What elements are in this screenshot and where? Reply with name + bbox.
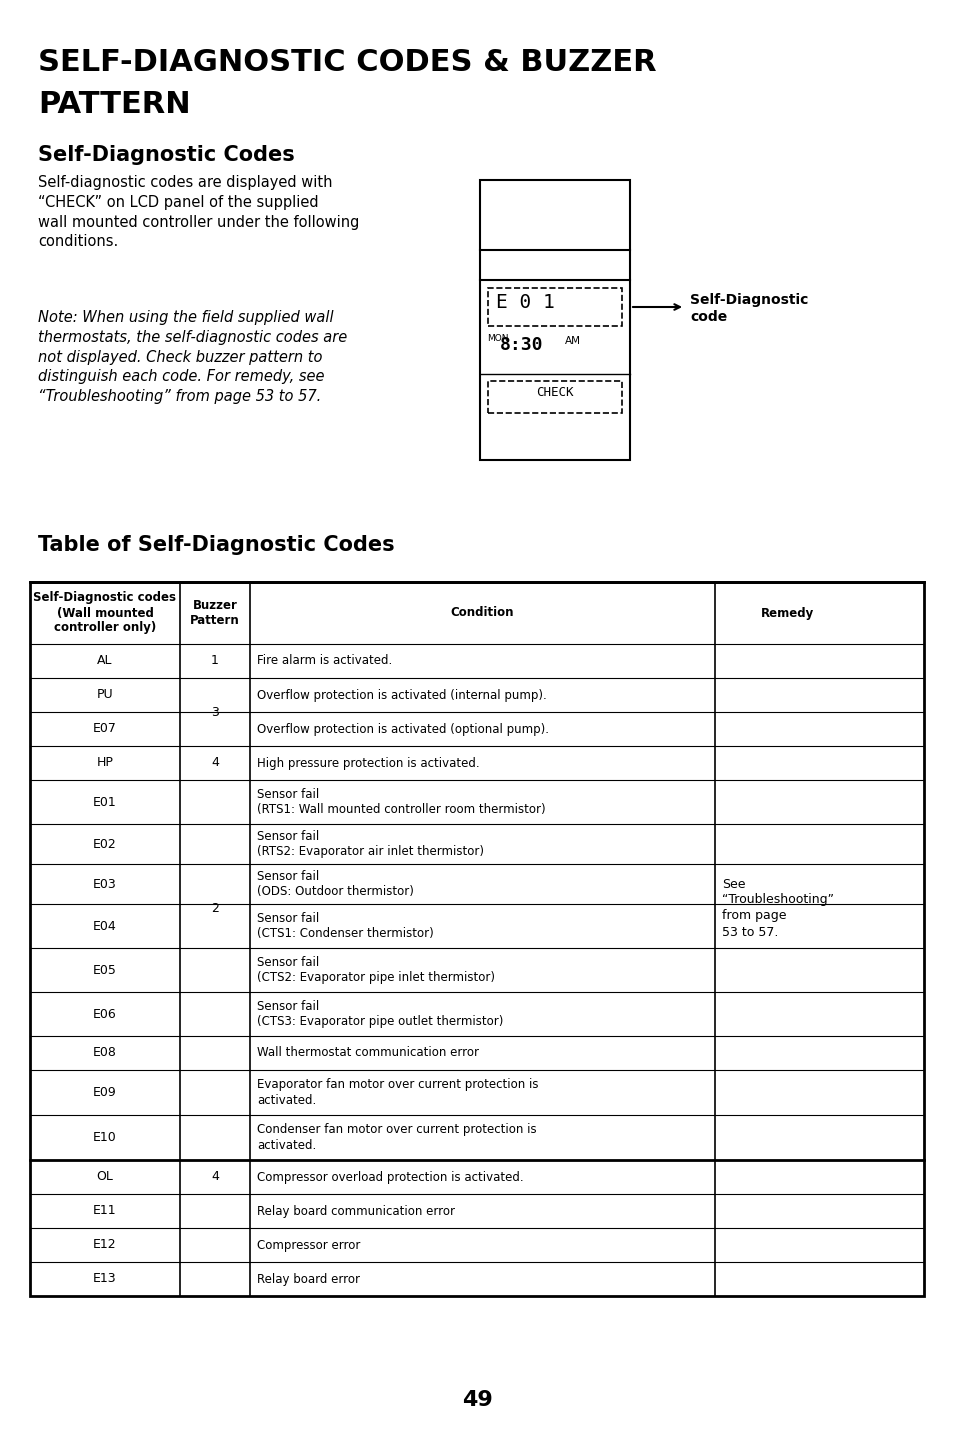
Text: E06: E06 (93, 1007, 117, 1020)
Text: PU: PU (96, 688, 113, 701)
Text: Remedy: Remedy (760, 606, 813, 619)
Text: E10: E10 (93, 1131, 117, 1144)
Text: Wall thermostat communication error: Wall thermostat communication error (256, 1046, 478, 1059)
Bar (30, 582, 923, 1296)
Text: E03: E03 (93, 878, 117, 891)
Text: 49: 49 (461, 1390, 492, 1410)
Text: AL: AL (97, 654, 112, 668)
Bar (30, 582, 923, 1296)
Text: Sensor fail
(RTS1: Wall mounted controller room thermistor): Sensor fail (RTS1: Wall mounted controll… (256, 787, 545, 816)
Text: CHECK: CHECK (536, 387, 573, 399)
Text: Relay board communication error: Relay board communication error (256, 1204, 455, 1217)
Text: 4: 4 (211, 756, 218, 769)
Text: E09: E09 (93, 1086, 117, 1099)
Text: Compressor error: Compressor error (256, 1239, 360, 1252)
Text: 4: 4 (211, 1171, 218, 1184)
Text: Note: When using the field supplied wall
thermostats, the self-diagnostic codes : Note: When using the field supplied wall… (38, 310, 347, 404)
Text: Overflow protection is activated (internal pump).: Overflow protection is activated (intern… (256, 688, 546, 701)
Text: Evaporator fan motor over current protection is
activated.: Evaporator fan motor over current protec… (256, 1078, 537, 1106)
Text: Self-Diagnostic Codes: Self-Diagnostic Codes (38, 145, 294, 165)
Text: E13: E13 (93, 1273, 116, 1286)
Text: Sensor fail
(CTS3: Evaporator pipe outlet thermistor): Sensor fail (CTS3: Evaporator pipe outle… (256, 1000, 503, 1029)
Text: OL: OL (96, 1171, 113, 1184)
Text: E02: E02 (93, 838, 117, 851)
Text: Condition: Condition (450, 606, 514, 619)
Text: High pressure protection is activated.: High pressure protection is activated. (256, 756, 479, 769)
Text: E11: E11 (93, 1204, 116, 1217)
Text: Sensor fail
(CTS2: Evaporator pipe inlet thermistor): Sensor fail (CTS2: Evaporator pipe inlet… (256, 956, 495, 984)
Text: E08: E08 (93, 1046, 117, 1059)
Text: SELF-DIAGNOSTIC CODES & BUZZER: SELF-DIAGNOSTIC CODES & BUZZER (38, 47, 656, 78)
Text: MON: MON (486, 333, 508, 343)
Text: 3: 3 (211, 706, 218, 718)
Text: Table of Self-Diagnostic Codes: Table of Self-Diagnostic Codes (38, 535, 395, 555)
Text: Compressor overload protection is activated.: Compressor overload protection is activa… (256, 1171, 523, 1184)
Text: Self-diagnostic codes are displayed with
“CHECK” on LCD panel of the supplied
wa: Self-diagnostic codes are displayed with… (38, 175, 359, 250)
Text: Sensor fail
(RTS2: Evaporator air inlet thermistor): Sensor fail (RTS2: Evaporator air inlet … (256, 829, 483, 858)
Text: E01: E01 (93, 796, 117, 809)
Text: E07: E07 (93, 723, 117, 736)
Text: Fire alarm is activated.: Fire alarm is activated. (256, 654, 392, 668)
Bar (488, 287, 621, 326)
Text: Buzzer
Pattern: Buzzer Pattern (190, 599, 239, 627)
Text: Self-Diagnostic
code: Self-Diagnostic code (689, 293, 807, 325)
Text: Sensor fail
(CTS1: Condenser thermistor): Sensor fail (CTS1: Condenser thermistor) (256, 911, 434, 940)
Text: 8:30: 8:30 (499, 336, 543, 354)
Text: E04: E04 (93, 920, 117, 933)
Text: E 0 1: E 0 1 (496, 293, 554, 312)
Text: Condenser fan motor over current protection is
activated.: Condenser fan motor over current protect… (256, 1124, 536, 1151)
Text: Sensor fail
(ODS: Outdoor thermistor): Sensor fail (ODS: Outdoor thermistor) (256, 869, 414, 898)
Text: E05: E05 (93, 963, 117, 977)
Text: E12: E12 (93, 1239, 116, 1252)
Bar (479, 180, 629, 460)
Text: Relay board error: Relay board error (256, 1273, 359, 1286)
Text: PATTERN: PATTERN (38, 91, 191, 119)
Text: AM: AM (564, 336, 580, 346)
Bar (488, 381, 621, 412)
Text: See
“Troubleshooting”
from page
53 to 57.: See “Troubleshooting” from page 53 to 57… (721, 878, 833, 938)
Text: Self-Diagnostic codes
(Wall mounted
controller only): Self-Diagnostic codes (Wall mounted cont… (33, 592, 176, 635)
Text: Overflow protection is activated (optional pump).: Overflow protection is activated (option… (256, 723, 548, 736)
Text: HP: HP (96, 756, 113, 769)
Text: 2: 2 (211, 901, 218, 914)
Text: 1: 1 (211, 654, 218, 668)
